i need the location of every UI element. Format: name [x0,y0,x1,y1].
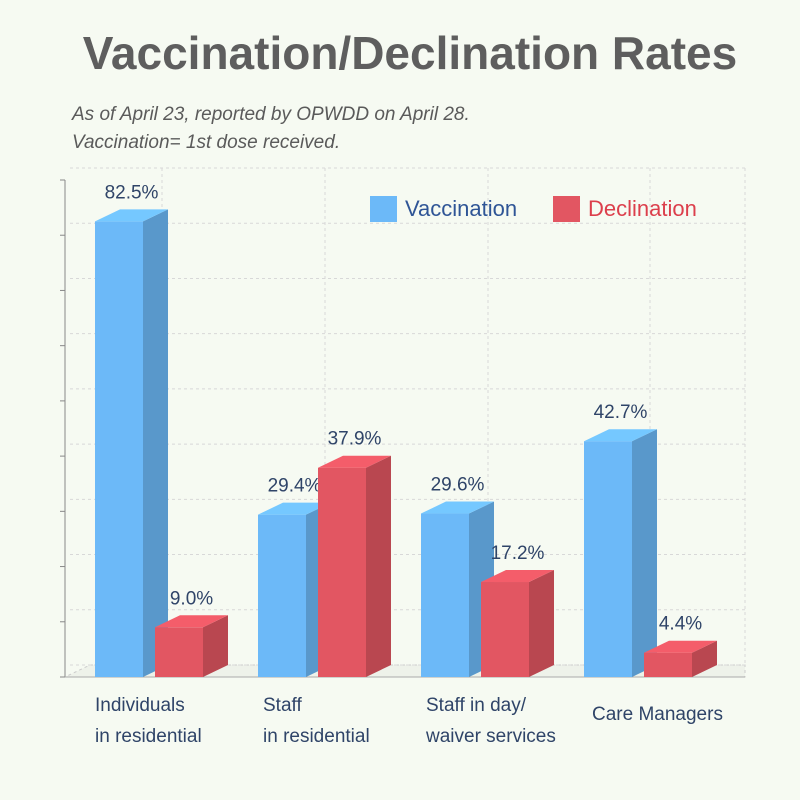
bar-side [366,455,391,677]
value-label: 4.4% [659,614,702,635]
x-tick-label: Individuals [95,695,185,716]
legend-swatch [370,196,397,222]
bar-top [95,209,168,222]
x-tick-label: Staff [263,695,302,716]
subtitle: As of April 23, reported by OPWDD on Apr… [71,104,470,125]
legend-swatch [553,196,580,222]
value-label: 17.2% [491,543,545,564]
bar-front [584,441,632,677]
legend-label: Vaccination [405,196,517,221]
legend-label: Declination [588,196,697,221]
bar-front [318,467,366,677]
bar-front [258,514,306,677]
value-label: 82.5% [105,182,159,203]
x-tick-label: in residential [95,726,202,747]
bar-side [143,209,168,677]
bar-side [692,640,717,677]
bar-top [481,570,554,583]
value-label: 29.6% [431,475,485,496]
x-tick-label: Care Managers [592,704,723,725]
x-tick-label: Staff in day/ [426,695,527,716]
bar-front [95,221,143,677]
bar-front [481,582,529,677]
bar-front [155,627,203,677]
bar-top [421,501,494,514]
bar-top [258,502,331,515]
value-label: 9.0% [170,588,213,609]
value-label: 29.4% [268,476,322,497]
x-tick-label: waiver services [425,726,556,747]
bar-side [632,429,657,677]
bar-front [644,652,692,677]
x-tick-label: in residential [263,726,370,747]
bar-top [644,640,717,653]
chart-title: Vaccination/Declination Rates [83,27,737,79]
bar-side [203,615,228,677]
subtitle: Vaccination= 1st dose received. [72,132,340,153]
bar-side [529,570,554,677]
bar-front [421,513,469,677]
bar-top [584,429,657,442]
value-label: 37.9% [328,429,382,450]
bar-top [155,615,228,628]
bar-top [318,455,391,468]
value-label: 42.7% [594,402,648,423]
